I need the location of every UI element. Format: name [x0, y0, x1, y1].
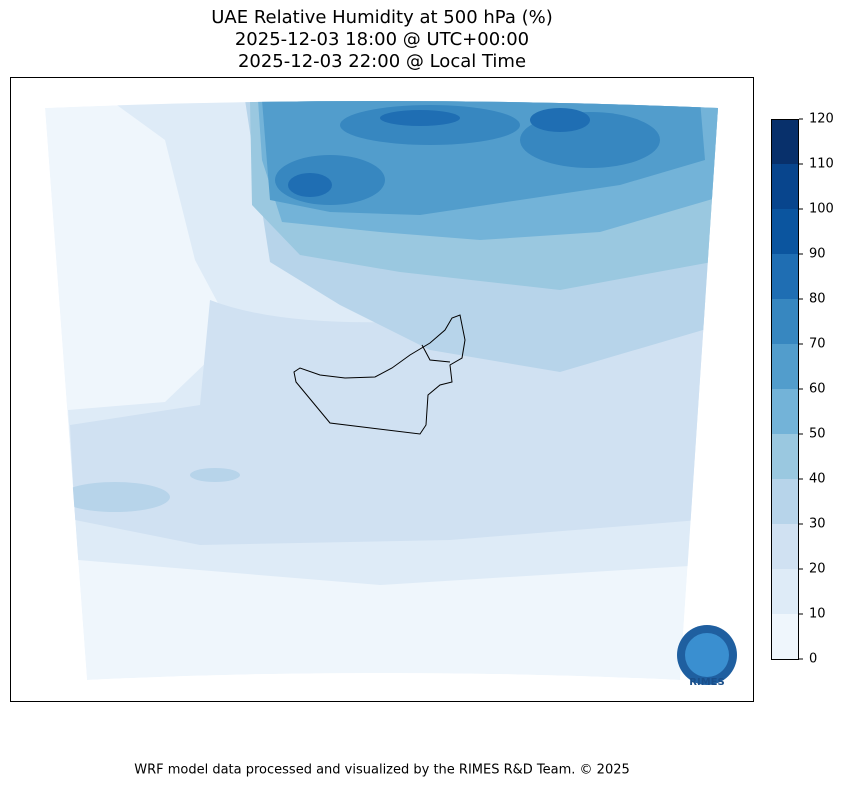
humidity-field	[45, 101, 718, 680]
colorbar-segment	[771, 569, 799, 614]
colorbar-segment	[771, 344, 799, 389]
tick-label: 60	[809, 382, 826, 397]
tick-label: 70	[809, 337, 826, 352]
uae-outline	[293, 314, 466, 435]
title-line: 2025-12-03 22:00 @ Local Time	[238, 51, 526, 72]
colorbar-segment	[771, 614, 799, 659]
tick-label: 110	[809, 157, 834, 172]
colorbar-segment	[771, 299, 799, 344]
tick-label: 10	[809, 607, 826, 622]
tick-label: 100	[809, 202, 834, 217]
tick-label: 80	[809, 292, 826, 307]
title-line: UAE Relative Humidity at 500 hPa (%)	[211, 7, 552, 28]
tick-label: 40	[809, 472, 826, 487]
logo: RIMES	[677, 625, 737, 688]
title-line: 2025-12-03 18:00 @ UTC+00:00	[235, 29, 529, 50]
colorbar-frame	[771, 119, 799, 660]
logo-text: RIMES	[689, 677, 724, 688]
tick-label: 50	[809, 427, 826, 442]
colorbar-segment	[771, 524, 799, 569]
colorbar-segment	[771, 119, 799, 164]
colorbar-segment	[771, 209, 799, 254]
tick-label: 0	[809, 652, 817, 667]
map-frame	[10, 77, 754, 702]
colorbar: 0 10 20 30 40 50 60 70 80 90 100 110 120	[771, 112, 834, 667]
footer: WRF model data processed and visualized …	[134, 763, 630, 778]
colorbar-segment	[771, 164, 799, 209]
colorbar-segment	[771, 389, 799, 434]
tick-label: 30	[809, 517, 826, 532]
tick-label: 90	[809, 247, 826, 262]
tick-label: 20	[809, 562, 826, 577]
colorbar-segment	[771, 479, 799, 524]
colorbar-segment	[771, 434, 799, 479]
tick-label: 120	[809, 112, 834, 127]
logo-inner	[685, 633, 729, 677]
colorbar-segment	[771, 254, 799, 299]
